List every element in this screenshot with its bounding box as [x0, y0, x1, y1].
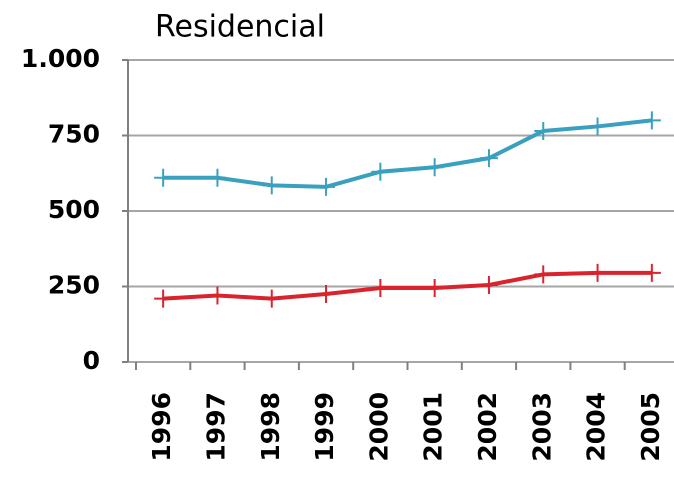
- point-marker: [425, 279, 444, 298]
- series-line: [163, 118, 653, 189]
- point-marker: [534, 265, 553, 284]
- x-tick-label: 2004: [582, 392, 611, 462]
- point-marker: [317, 285, 336, 304]
- point-marker: [588, 117, 607, 136]
- point-marker: [425, 158, 444, 177]
- x-tick-label: 2002: [473, 392, 502, 462]
- point-marker: [317, 177, 336, 196]
- point-marker: [371, 162, 390, 181]
- x-tick-label: 2000: [364, 392, 393, 462]
- series-line: [163, 270, 652, 301]
- point-marker: [642, 111, 661, 130]
- point-marker: [588, 263, 607, 282]
- point-marker: [479, 275, 498, 294]
- point-marker: [371, 279, 390, 298]
- x-tick-label: 1996: [147, 392, 176, 462]
- x-tick-label: 1998: [256, 392, 285, 462]
- point-marker: [208, 168, 227, 187]
- chart-title: Residencial: [155, 10, 325, 45]
- point-marker: [642, 263, 661, 282]
- point-marker: [262, 176, 281, 195]
- x-tick-label: 2001: [419, 392, 448, 462]
- point-marker: [154, 168, 173, 187]
- y-tick-label: 750: [48, 120, 100, 149]
- y-tick-label: 500: [48, 195, 100, 224]
- y-tick-label: 0: [83, 346, 100, 375]
- point-marker: [208, 286, 227, 305]
- x-tick-label: 1997: [201, 392, 230, 462]
- y-tick-label: 250: [48, 271, 100, 300]
- point-marker: [534, 121, 553, 140]
- x-tick-label: 2003: [527, 392, 556, 462]
- point-marker: [262, 289, 281, 308]
- x-tick-label: 1999: [310, 392, 339, 462]
- point-marker: [479, 149, 498, 168]
- y-tick-label: 1.000: [21, 44, 100, 73]
- point-marker: [154, 289, 173, 308]
- x-tick-label: 2005: [636, 392, 665, 462]
